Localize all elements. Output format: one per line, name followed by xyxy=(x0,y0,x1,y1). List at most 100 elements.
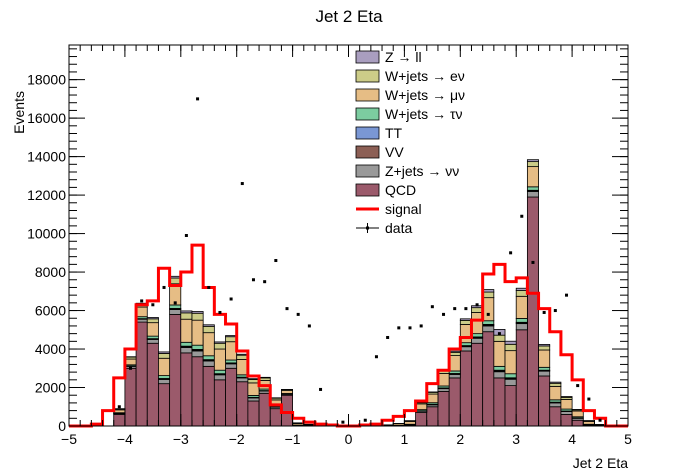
data-point xyxy=(307,324,311,328)
stack-bar xyxy=(180,341,193,347)
data-point xyxy=(430,305,434,309)
stack-bar xyxy=(247,379,260,384)
y-tick-label: 4000 xyxy=(35,341,66,357)
x-tick-label: 1 xyxy=(401,431,409,447)
y-tick-label: 8000 xyxy=(35,264,66,280)
stack-bar xyxy=(135,306,148,318)
stack-bar xyxy=(459,323,472,344)
stack-bar xyxy=(247,400,260,427)
stack-bar xyxy=(202,355,215,361)
y-tick-label: 14000 xyxy=(27,149,66,165)
stack-bar xyxy=(169,277,182,285)
stack-bar xyxy=(437,390,450,427)
legend-label: W+jets → τν xyxy=(385,106,463,122)
stack-bar xyxy=(213,341,226,344)
x-tick-label: −3 xyxy=(173,431,189,447)
data-point xyxy=(419,324,423,328)
stack-bar xyxy=(258,376,271,379)
stack-bar xyxy=(146,339,159,344)
stack-bar xyxy=(459,318,472,321)
stack-bar xyxy=(213,374,226,381)
stack-bar xyxy=(504,385,517,427)
stack-bar xyxy=(191,344,204,350)
stack-bar xyxy=(493,334,506,342)
stack-bar xyxy=(448,374,461,379)
data-point xyxy=(251,278,255,282)
stack-bar xyxy=(504,343,517,352)
stack-bar xyxy=(225,335,238,338)
legend-swatch xyxy=(355,50,380,64)
legend-label: W+jets → μν xyxy=(385,87,465,103)
stack-bar xyxy=(191,311,204,314)
stack-bar xyxy=(549,406,562,427)
stack-bar xyxy=(471,307,484,313)
stack-bar xyxy=(180,310,193,314)
stack-bar xyxy=(191,356,204,427)
stack-bar xyxy=(146,322,159,337)
legend-swatch xyxy=(355,164,380,178)
data-point xyxy=(576,384,580,388)
stack-bar xyxy=(515,290,528,297)
stack-bar xyxy=(437,388,450,392)
stack-bar xyxy=(526,159,539,163)
y-tick-label: 16000 xyxy=(27,110,66,126)
data-point xyxy=(117,405,121,409)
stack-bar xyxy=(202,325,215,334)
stack-bar xyxy=(202,332,215,357)
data-point xyxy=(363,418,367,422)
data-point xyxy=(598,418,602,422)
y-tick-label: 6000 xyxy=(35,303,66,319)
stack-bar xyxy=(549,402,562,408)
stack-bar xyxy=(158,357,171,376)
stack-bar xyxy=(504,378,517,386)
stack-bar xyxy=(515,323,528,331)
x-tick-label: −4 xyxy=(117,431,133,447)
stack-bar xyxy=(180,352,193,427)
data-point xyxy=(442,312,446,316)
stack-bar xyxy=(515,287,528,291)
stack-bar xyxy=(560,414,573,427)
stack-bar xyxy=(202,324,215,327)
stack-bar xyxy=(403,420,416,425)
stack-bar xyxy=(169,304,182,309)
data-point xyxy=(587,397,591,401)
stack-bar xyxy=(459,350,472,427)
stack-bar xyxy=(191,312,204,321)
data-point xyxy=(374,355,378,359)
stack-bar xyxy=(213,379,226,427)
stack-bar xyxy=(526,186,539,191)
stack-bar xyxy=(482,320,495,325)
stack-bar xyxy=(415,403,428,411)
stack-bar xyxy=(225,341,238,361)
y-tick-label: 18000 xyxy=(27,72,66,88)
axes-layer: −5 −4 −3 −2 −1 0 1 2 3 4 5 0 2000 4000 6000 8000 10000 12… xyxy=(27,45,632,447)
stack-bar xyxy=(415,412,428,427)
data-point xyxy=(542,310,546,314)
stack-bar xyxy=(225,336,238,343)
data-point xyxy=(319,387,323,391)
legend-swatch xyxy=(355,69,380,83)
x-tick-label: 0 xyxy=(345,431,353,447)
y-tick-label: 12000 xyxy=(27,187,66,203)
stack-bar xyxy=(124,358,137,366)
stack-bar xyxy=(169,313,182,427)
y-tick-label: 0 xyxy=(58,418,66,434)
stack-bar xyxy=(437,373,450,387)
stack-bar xyxy=(236,381,249,427)
data-point xyxy=(453,307,457,311)
legend-label: QCD xyxy=(385,182,416,198)
stack-bar xyxy=(247,382,260,396)
stack-bar xyxy=(526,161,539,168)
stack-bar xyxy=(236,377,249,383)
data-point xyxy=(196,97,200,101)
stack-bar xyxy=(247,378,260,380)
stack-bar xyxy=(549,381,562,384)
data-layer xyxy=(117,97,602,424)
stack-bar xyxy=(146,342,159,427)
stack-bar xyxy=(504,350,517,375)
stack-bar xyxy=(225,367,238,427)
legend-label: TT xyxy=(385,125,403,141)
stack-bar xyxy=(571,410,584,418)
stack-bar xyxy=(281,394,294,427)
